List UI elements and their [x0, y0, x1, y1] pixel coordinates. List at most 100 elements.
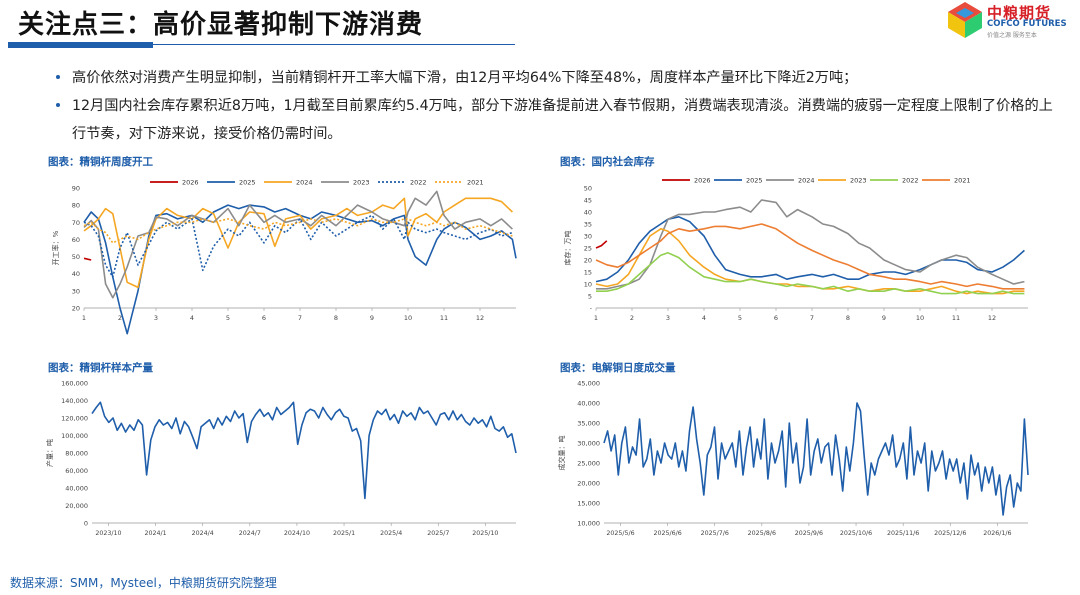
legend-label-2024: 2024 — [798, 177, 815, 185]
x-tick-label: 9 — [882, 314, 886, 322]
bullet-dot-icon — [56, 103, 60, 107]
y-tick-label: 30 — [72, 287, 80, 295]
x-tick-label: 12 — [988, 314, 996, 322]
legend-label-2022: 2022 — [902, 177, 919, 185]
y-tick-label: 100,000 — [61, 432, 88, 440]
x-tick-label: 5 — [738, 314, 742, 322]
y-tick-label: 80,000 — [65, 450, 88, 458]
x-tick-label: 3 — [666, 314, 670, 322]
legend-label-2021: 2021 — [467, 179, 484, 187]
x-tick-label: 10 — [916, 314, 924, 322]
series-line-2026 — [595, 240, 608, 249]
x-tick-label: 10 — [404, 314, 412, 322]
y-tick-label: 20 — [72, 305, 80, 313]
chart-title-rod-output: 图表：精铜杆样本产量 — [48, 362, 153, 374]
legend-label-2026: 2026 — [694, 177, 711, 185]
bullet-item: 高价依然对消费产生明显抑制，当前精铜杆开工率大幅下滑，由12月平均64%下降至4… — [50, 64, 1060, 92]
x-tick-label: 2025/1 — [333, 530, 355, 537]
y-tick-label: 20 — [584, 257, 592, 265]
y-tick-label: 90 — [72, 185, 80, 193]
x-tick-label: 11 — [440, 314, 448, 322]
chart-cathode-daily-volume: 10,000 15,000 20,000 25,000 30,000 35,000 40,0… — [557, 380, 1029, 537]
x-tick-label: 5 — [226, 314, 230, 322]
legend-label-2021: 2021 — [954, 177, 971, 185]
legend-label-2023: 2023 — [850, 177, 867, 185]
logo-slogan-text: 价值之源 服务至本 — [987, 32, 1037, 39]
x-tick-label: 7 — [298, 314, 302, 322]
y-tick-label: 40,000 — [577, 400, 600, 408]
bullet-item: 12月国内社会库存累积近8万吨，1月截至目前累库约5.4万吨，部分下游准备提前进… — [50, 92, 1060, 148]
x-tick-label: 2024/7 — [239, 530, 261, 537]
y-tick-label: 140,000 — [61, 397, 88, 405]
title-underline — [153, 44, 515, 45]
y-tick-label: 40 — [584, 209, 592, 217]
bullet-text: 高价依然对消费产生明显抑制，当前精铜杆开工率大幅下滑，由12月平均64%下降至4… — [72, 70, 858, 86]
bullet-dot-icon — [56, 75, 60, 79]
data-source-note: 数据来源：SMM，Mysteel，中粮期货研究院整理 — [10, 576, 277, 590]
y-tick-label: 80 — [72, 202, 80, 210]
series-line-2024 — [83, 197, 513, 289]
series-line-电解铜日度成交量 — [603, 402, 1029, 516]
y-tick-label: 50 — [72, 253, 80, 261]
series-line-2023 — [595, 228, 1025, 295]
y-tick-label: 40 — [72, 270, 80, 278]
y-tick-label: 25,000 — [577, 460, 600, 468]
x-tick-label: 1 — [82, 314, 86, 322]
x-tick-label: 2025/8/6 — [748, 530, 776, 537]
x-tick-label: 2023/10 — [95, 530, 121, 537]
y-tick-label: 30,000 — [577, 440, 600, 448]
x-tick-label: 6 — [262, 314, 266, 322]
y-tick-label: 50 — [584, 185, 592, 193]
chart-rod-sample-output: 0 20,000 40,000 60,000 80,000 100,000 120,000 1… — [45, 380, 517, 537]
x-tick-label: 11 — [952, 314, 960, 322]
y-tick-label: 15 — [584, 269, 592, 277]
x-tick-label: 2025/7 — [427, 530, 449, 537]
logo-cn-text: 中粮期货 — [987, 4, 1052, 22]
y-tick-label: 35 — [584, 221, 592, 229]
cofco-logo-mark-icon — [948, 2, 982, 38]
x-tick-label: 2025/10/6 — [840, 530, 872, 537]
y-axis-label: 产量：吨 — [45, 439, 54, 467]
x-tick-label: 4 — [702, 314, 706, 322]
y-tick-label: 10,000 — [577, 520, 600, 528]
y-tick-label: 160,000 — [61, 380, 88, 388]
x-tick-label: 2 — [630, 314, 634, 322]
y-tick-label: 0 — [84, 520, 88, 528]
x-tick-label: 2025/9/6 — [795, 530, 823, 537]
y-axis-label: 库存：万吨 — [563, 231, 572, 266]
series-line-2021 — [83, 218, 513, 244]
x-tick-label: 2024/4 — [192, 530, 214, 537]
x-tick-label: 2026/1/6 — [983, 530, 1011, 537]
x-tick-label: 2025/7/6 — [701, 530, 729, 537]
x-tick-label: 2 — [118, 314, 122, 322]
x-tick-label: 2024/1 — [145, 530, 167, 537]
legend-label-2025: 2025 — [746, 177, 763, 185]
series-line-2026 — [83, 257, 92, 261]
y-tick-label: 120,000 — [61, 415, 88, 423]
x-tick-label: 4 — [190, 314, 194, 322]
y-tick-label: - — [590, 305, 593, 313]
y-tick-label: 20,000 — [65, 502, 88, 510]
chart-title-rod-operating: 图表：精铜杆周度开工 — [48, 156, 153, 168]
series-line-2021 — [595, 223, 1025, 290]
y-tick-label: 20,000 — [577, 480, 600, 488]
x-tick-label: 2025/6/6 — [653, 530, 681, 537]
legend-label-2025: 2025 — [239, 179, 256, 187]
y-tick-label: 45,000 — [577, 380, 600, 388]
x-tick-label: 2025/5/6 — [606, 530, 634, 537]
y-tick-label: 40,000 — [65, 485, 88, 493]
y-tick-label: 60 — [72, 236, 80, 244]
x-tick-label: 3 — [154, 314, 158, 322]
y-tick-label: 15,000 — [577, 500, 600, 508]
x-tick-label: 2025/12/6 — [934, 530, 966, 537]
page-title: 关注点三：高价显著抑制下游消费 — [18, 10, 424, 40]
x-tick-label: 2025/11/6 — [887, 530, 919, 537]
legend-label-2022: 2022 — [410, 179, 427, 187]
x-tick-label: 2025/10 — [472, 530, 498, 537]
series-line-2023 — [83, 190, 513, 299]
chart-title-cathode-volume: 图表：电解铜日度成交量 — [560, 362, 676, 374]
legend-label-2024: 2024 — [296, 179, 313, 187]
y-tick-label: 5 — [588, 293, 592, 301]
y-tick-label: 60,000 — [65, 467, 88, 475]
